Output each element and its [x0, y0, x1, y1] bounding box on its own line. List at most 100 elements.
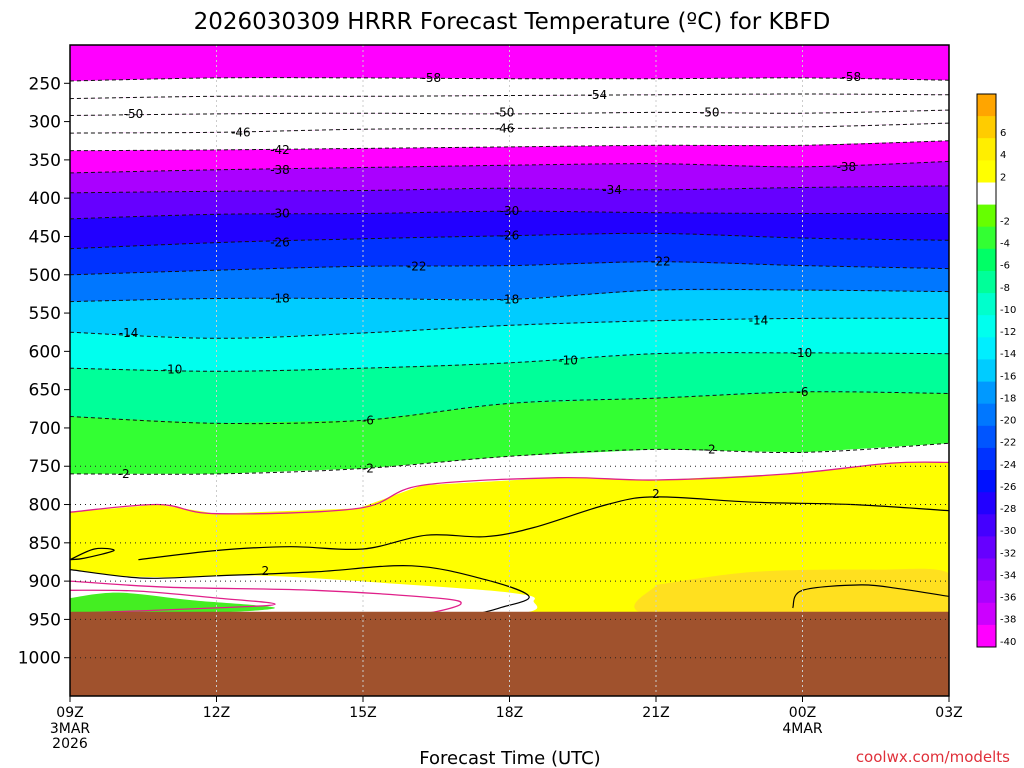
y-tick-label: 300 — [29, 113, 61, 133]
color-scale-cell — [977, 381, 996, 405]
isotherm-labels: -58 -58 -54 -50 -50 -50 -46 -46 -42 -38 -38 -34 -30 -… — [118, 70, 861, 578]
color-scale-label: -2 — [1000, 217, 1010, 228]
chart-title: 2026030309 HRRR Forecast Temperature (ºC… — [194, 9, 831, 35]
color-scale-label: -4 — [1000, 239, 1010, 250]
color-scale-cell — [977, 359, 996, 382]
color-scale-label: -22 — [1000, 438, 1016, 449]
color-scale-cell — [977, 271, 996, 294]
color-scale-label: -6 — [1000, 261, 1010, 272]
color-scale-cell — [977, 160, 996, 183]
color-scale-label: -24 — [1000, 460, 1016, 471]
isotherm-label: -26 — [270, 236, 290, 250]
isotherm-label: -38 — [270, 163, 290, 177]
isotherm-label: 2 — [261, 564, 269, 578]
temperature-band — [70, 161, 949, 193]
grid-lines — [70, 45, 949, 696]
isotherm-label-text: -54 — [588, 88, 608, 102]
contour-2c-right — [792, 584, 949, 609]
isotherm-label-text: -50 — [700, 105, 720, 119]
color-scale-cell — [977, 470, 996, 493]
color-scale-label: -32 — [1000, 548, 1016, 559]
isotherm-label: -58 — [841, 70, 861, 84]
color-scale-label: 6 — [1000, 128, 1006, 139]
color-scale-cell — [977, 602, 996, 626]
isotherm-label: -14 — [119, 326, 139, 340]
isotherm-label: -6 — [362, 413, 374, 427]
isotherm-label-text: -50 — [495, 105, 515, 119]
isotherm-label-text: -6 — [362, 413, 374, 427]
isotherm-label-text: -18 — [270, 292, 290, 306]
color-scale-label: -36 — [1000, 593, 1016, 604]
color-scale-label: -28 — [1000, 504, 1016, 515]
color-scale-label: -16 — [1000, 371, 1016, 382]
color-scale-label: -20 — [1000, 416, 1016, 427]
isotherm-label: -30 — [270, 207, 290, 221]
credit-text[interactable]: coolwx.com/modelts — [856, 748, 1010, 766]
isotherm-label-text: -10 — [163, 363, 183, 377]
isotherm-label: -58 — [422, 71, 442, 85]
isotherm-label-text: -14 — [119, 326, 139, 340]
isotherm-label: 2 — [652, 487, 660, 501]
color-scale-label: 4 — [1000, 150, 1006, 161]
isotherm-label-text: -46 — [495, 122, 515, 136]
isotherm-label: -2 — [362, 462, 374, 476]
color-scale-cell — [977, 536, 996, 559]
isotherm-label-text: -46 — [231, 125, 251, 139]
isotherm-label: -14 — [749, 314, 769, 328]
color-scale-cell — [977, 558, 996, 582]
isotherm-label-text: -34 — [602, 183, 622, 197]
y-tick-label: 750 — [29, 457, 61, 477]
y-tick-label: 250 — [29, 74, 61, 94]
isotherm-label: -30 — [500, 204, 520, 218]
isotherm-label-text: -10 — [793, 346, 813, 360]
isotherm-label: -50 — [700, 105, 720, 119]
color-scale-cell — [977, 204, 996, 228]
isotherm-label-text: -26 — [500, 229, 520, 243]
color-scale-label: -40 — [1000, 637, 1016, 648]
y-tick-label: 850 — [29, 534, 61, 554]
isotherm-label-text: -58 — [841, 70, 861, 84]
isotherm-label: -42 — [270, 143, 290, 157]
isotherm-label: -2 — [118, 467, 130, 481]
y-tick-label: 600 — [29, 342, 61, 362]
temperature-band — [70, 94, 949, 116]
y-tick-label: 950 — [29, 610, 61, 630]
isotherm-label: -18 — [500, 292, 520, 306]
temperature-band — [70, 211, 949, 249]
x-tick-sublabel: 2026 — [52, 736, 88, 752]
isotherm-label-text: -26 — [270, 236, 290, 250]
isotherm-label: -22 — [651, 255, 671, 269]
color-scale-legend: 6 4 2 -2 -4 -6 -8 -10 -12 -14 -16 -18 -20 -22 -24 -26 -2… — [976, 93, 1016, 648]
color-scale-cell — [977, 580, 996, 604]
x-tick-label: 09Z — [56, 705, 83, 721]
isotherm-label-text: -6 — [797, 385, 809, 399]
isotherm-label: -50 — [495, 105, 515, 119]
isotherm-label-text: -38 — [270, 163, 290, 177]
color-scale-label: -26 — [1000, 482, 1016, 493]
color-scale-label: -18 — [1000, 394, 1016, 405]
isotherm-label: -54 — [588, 88, 608, 102]
warm-patch — [634, 568, 949, 621]
low-level-features — [70, 461, 949, 621]
color-scale-label: -12 — [1000, 327, 1016, 338]
x-tick-label: 15Z — [349, 705, 376, 721]
contour-2c-lens — [70, 547, 115, 561]
isotherm-label-text: -2 — [118, 467, 130, 481]
isotherm-label-text: -30 — [500, 204, 520, 218]
ground-below-surface — [70, 611, 949, 696]
color-scale-cell — [977, 138, 996, 161]
color-scale-label: -14 — [1000, 349, 1016, 360]
isotherm-label: -46 — [231, 125, 251, 139]
temperature-band — [70, 77, 949, 99]
isotherm-label-text: -38 — [837, 160, 857, 174]
x-tick-label: 18Z — [496, 705, 523, 721]
y-tick-label: 450 — [29, 228, 61, 248]
warm-lens — [70, 548, 110, 559]
y-tick-label: 900 — [29, 572, 61, 592]
color-scale-cell — [977, 315, 996, 338]
isotherm-label: -50 — [124, 107, 144, 121]
x-tick-sublabel: 4MAR — [782, 721, 823, 737]
temperature-band — [70, 318, 949, 372]
